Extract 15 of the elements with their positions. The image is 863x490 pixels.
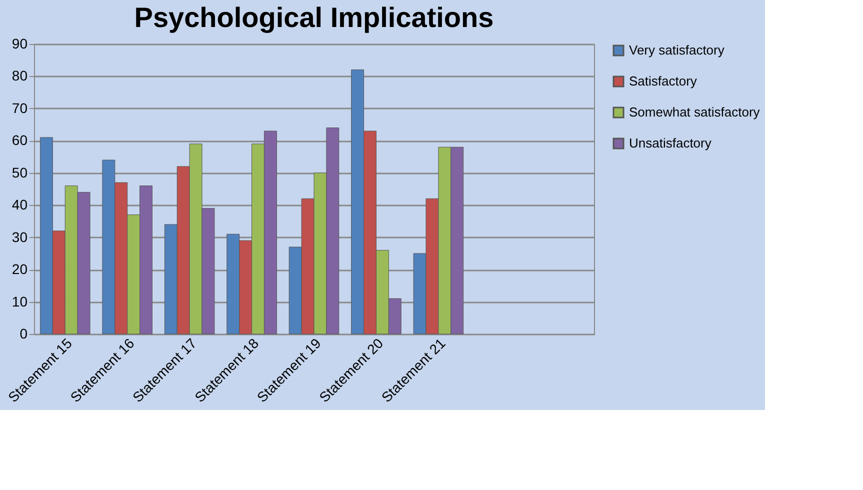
y-tick-label: 0 <box>20 326 28 342</box>
legend-label: Unsatisfactory <box>629 136 712 150</box>
legend-label: Somewhat satisfactory <box>629 104 760 120</box>
legend-label: Satisfactory <box>629 74 698 88</box>
y-tick-label: 50 <box>12 164 28 180</box>
y-tick-label: 40 <box>12 196 28 213</box>
legend-label: Very satisfactory <box>629 42 725 58</box>
y-tick-label: 60 <box>12 132 28 148</box>
y-tick-label: 80 <box>12 68 28 84</box>
y-tick-label: 90 <box>12 36 28 52</box>
chart-title: Psychological Implications <box>134 2 494 33</box>
y-tick-label: 10 <box>12 293 28 310</box>
y-tick-label: 70 <box>12 100 28 116</box>
y-tick-label: 30 <box>12 228 28 245</box>
y-tick-label: 20 <box>12 261 28 278</box>
